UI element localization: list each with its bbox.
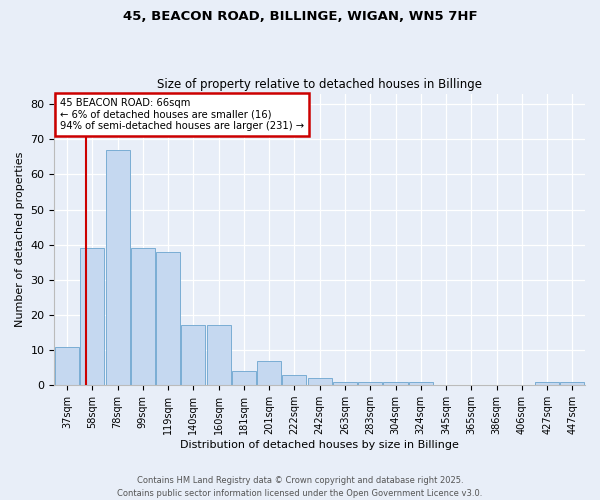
Bar [333, 382, 357, 385]
Bar [535, 382, 559, 385]
Bar [131, 248, 155, 385]
Bar [383, 382, 407, 385]
Text: 45, BEACON ROAD, BILLINGE, WIGAN, WN5 7HF: 45, BEACON ROAD, BILLINGE, WIGAN, WN5 7H… [122, 10, 478, 23]
Bar [156, 252, 180, 385]
Bar [283, 374, 307, 385]
Y-axis label: Number of detached properties: Number of detached properties [15, 152, 25, 327]
Bar [358, 382, 382, 385]
Bar [560, 382, 584, 385]
Bar [55, 346, 79, 385]
Bar [181, 326, 205, 385]
Bar [206, 326, 230, 385]
Text: Contains HM Land Registry data © Crown copyright and database right 2025.
Contai: Contains HM Land Registry data © Crown c… [118, 476, 482, 498]
Bar [232, 371, 256, 385]
Bar [106, 150, 130, 385]
Bar [308, 378, 332, 385]
Bar [257, 360, 281, 385]
X-axis label: Distribution of detached houses by size in Billinge: Distribution of detached houses by size … [180, 440, 459, 450]
Bar [80, 248, 104, 385]
Bar [409, 382, 433, 385]
Text: 45 BEACON ROAD: 66sqm
← 6% of detached houses are smaller (16)
94% of semi-detac: 45 BEACON ROAD: 66sqm ← 6% of detached h… [60, 98, 304, 131]
Title: Size of property relative to detached houses in Billinge: Size of property relative to detached ho… [157, 78, 482, 91]
